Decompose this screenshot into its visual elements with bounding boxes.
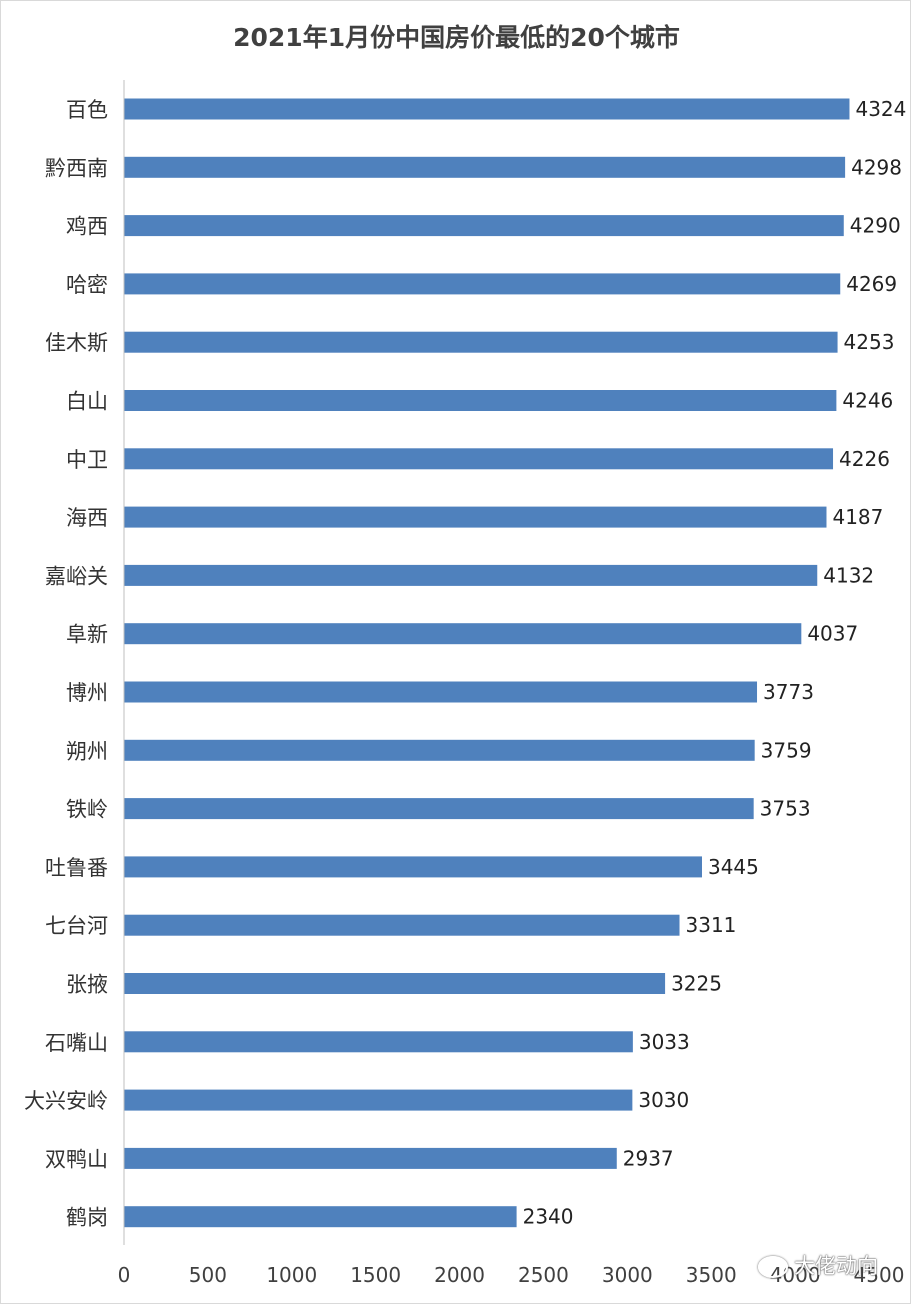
x-tick-label: 2000	[434, 1263, 485, 1287]
bar	[124, 331, 838, 353]
data-label: 4037	[807, 622, 858, 646]
category-label: 朔州	[66, 739, 108, 763]
category-label: 中卫	[66, 448, 108, 472]
category-label: 百色	[66, 98, 108, 122]
data-label: 4324	[855, 97, 906, 121]
category-label: 双鸭山	[45, 1147, 108, 1171]
bar	[124, 973, 666, 994]
data-label: 3445	[708, 855, 759, 879]
data-label: 3033	[639, 1030, 690, 1054]
bar	[124, 98, 850, 120]
category-label: 哈密	[66, 273, 108, 297]
category-label: 铁岭	[66, 798, 108, 822]
category-label: 阜新	[66, 623, 108, 647]
data-label: 2937	[623, 1146, 674, 1170]
data-label: 2340	[523, 1205, 574, 1229]
bar	[124, 564, 818, 586]
category-label: 吐鲁番	[45, 856, 108, 880]
x-tick-label: 500	[189, 1263, 227, 1287]
wechat-icon	[758, 1256, 788, 1278]
data-label: 3773	[763, 680, 814, 704]
watermark: 大佬动向	[758, 1250, 878, 1280]
bar	[124, 1031, 633, 1053]
data-label: 3311	[686, 913, 737, 937]
category-label: 佳木斯	[45, 331, 108, 355]
bar	[124, 681, 758, 703]
x-tick-label: 0	[118, 1263, 131, 1287]
bar	[124, 739, 755, 761]
bar	[124, 506, 827, 528]
data-label: 4226	[839, 447, 890, 471]
data-label: 4290	[850, 214, 901, 238]
category-label: 海西	[66, 506, 108, 530]
data-label: 3759	[761, 738, 812, 762]
x-tick-label: 1500	[350, 1263, 401, 1287]
bar	[124, 1147, 617, 1169]
data-label: 4253	[844, 330, 895, 354]
category-label: 大兴安岭	[24, 1089, 108, 1113]
bar	[124, 798, 754, 820]
category-label: 嘉峪关	[45, 564, 108, 588]
data-label: 4269	[846, 272, 897, 296]
category-label: 博州	[66, 681, 108, 705]
data-label: 3753	[760, 797, 811, 821]
x-tick-label: 3500	[686, 1263, 737, 1287]
category-label: 黔西南	[45, 156, 108, 180]
bar	[124, 856, 702, 878]
data-label: 4298	[851, 155, 902, 179]
watermark-text: 大佬动向	[794, 1254, 878, 1278]
x-tick-label: 1000	[266, 1263, 317, 1287]
bar	[124, 1089, 633, 1111]
x-tick-label: 2500	[518, 1263, 569, 1287]
category-label: 白山	[66, 390, 108, 414]
bar	[124, 156, 846, 178]
bar	[124, 273, 841, 295]
x-tick-label: 4500	[854, 1263, 905, 1287]
bar	[124, 623, 802, 645]
data-label: 4187	[832, 505, 883, 529]
x-tick-label: 3000	[602, 1263, 653, 1287]
bar	[124, 215, 844, 237]
data-label: 3225	[671, 972, 722, 996]
bar	[124, 390, 837, 411]
data-label: 3030	[638, 1088, 689, 1112]
data-label: 4132	[823, 563, 874, 587]
bar	[124, 448, 834, 470]
category-label: 张掖	[66, 973, 108, 997]
data-label: 4246	[842, 389, 893, 413]
chart-title: 2021年1月份中国房价最低的20个城市	[233, 23, 680, 52]
category-label: 鸡西	[66, 215, 108, 239]
bar	[124, 1206, 517, 1228]
category-label: 七台河	[45, 914, 108, 938]
bar	[124, 914, 680, 936]
category-label: 石嘴山	[45, 1031, 108, 1055]
category-label: 鹤岗	[66, 1206, 108, 1230]
